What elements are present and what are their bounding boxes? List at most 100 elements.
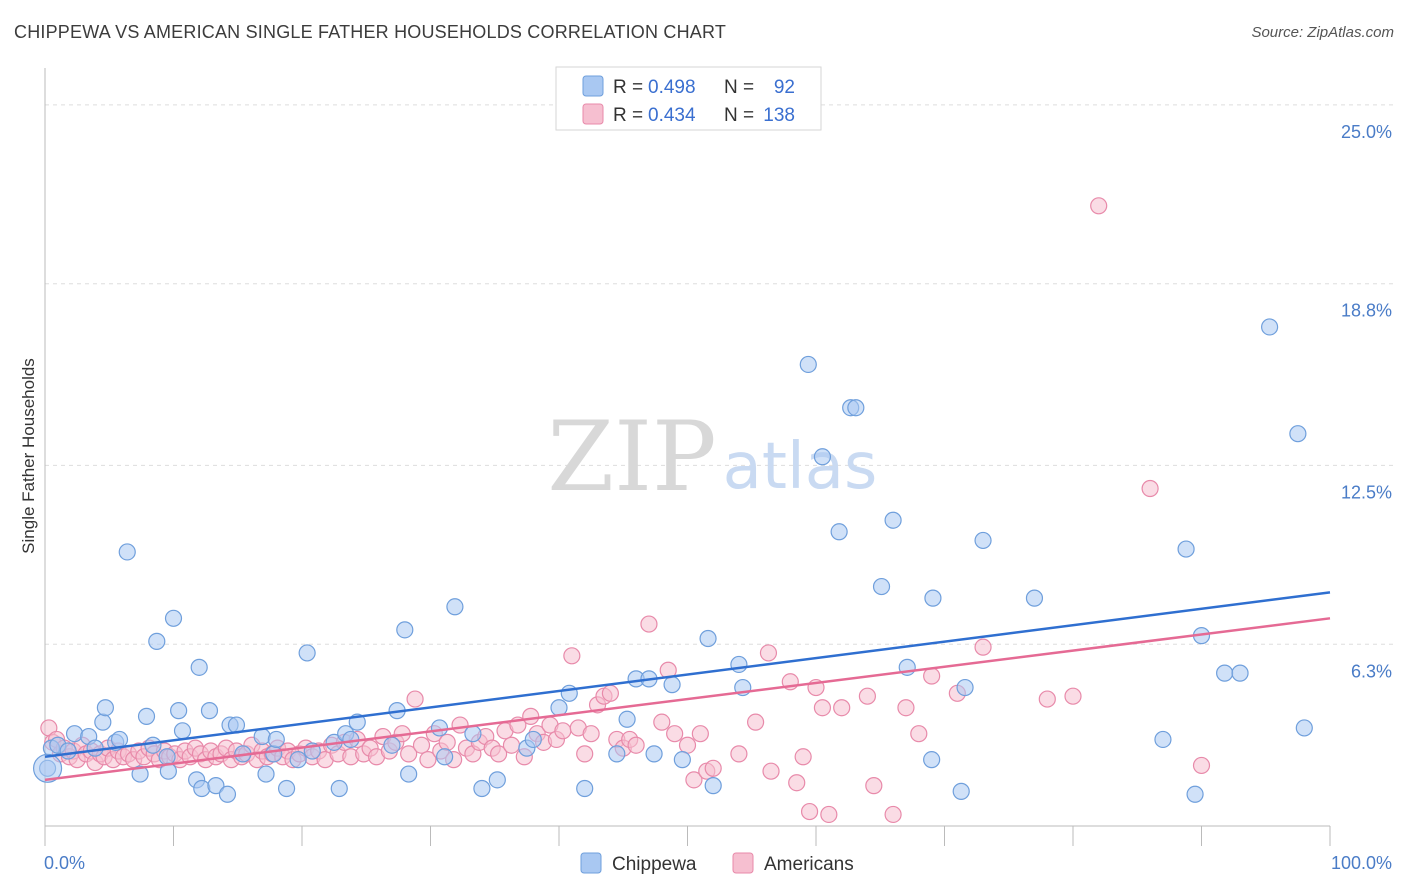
legend-n-americans: 138 xyxy=(763,105,795,126)
chippewa-point xyxy=(663,676,681,694)
americans-point xyxy=(563,647,581,665)
chippewa-point xyxy=(94,713,112,731)
grid-lines xyxy=(45,104,1395,645)
americans-point xyxy=(406,690,424,708)
americans-point xyxy=(582,725,600,743)
chippewa-point xyxy=(923,751,941,769)
americans-point xyxy=(653,713,671,731)
chippewa-point xyxy=(645,745,663,763)
chippewa-point xyxy=(400,765,418,783)
americans-point xyxy=(502,736,521,754)
americans-point xyxy=(730,745,748,763)
chippewa-point xyxy=(330,779,348,798)
legend-r-label-americans: R = xyxy=(613,105,643,126)
chippewa-point xyxy=(924,589,942,607)
chippewa-point xyxy=(65,725,84,743)
americans-point xyxy=(833,699,851,717)
legend-swatch-chippewa xyxy=(582,75,604,97)
americans-point xyxy=(1038,690,1056,708)
chippewa-point xyxy=(164,609,183,627)
americans-point xyxy=(522,707,540,725)
americans-point xyxy=(820,805,838,824)
watermark-zip: ZIP xyxy=(547,401,716,513)
americans-point xyxy=(1192,756,1211,775)
chippewa-point xyxy=(170,702,188,720)
chippewa-point xyxy=(190,658,208,676)
chippewa-point xyxy=(137,707,156,725)
chippewa-point xyxy=(289,751,307,769)
chippewa-point xyxy=(673,751,691,769)
chippewa-point xyxy=(131,765,149,783)
chart-title: CHIPPEWA VS AMERICAN SINGLE FATHER HOUSE… xyxy=(14,22,727,42)
y-tick-label: 18.8% xyxy=(1341,301,1392,321)
chippewa-point xyxy=(1231,664,1249,682)
americans-point xyxy=(400,745,418,763)
chippewa-point xyxy=(118,543,136,561)
chippewa-point xyxy=(464,725,482,743)
chippewa-point xyxy=(257,765,275,783)
americans-point xyxy=(438,733,456,751)
americans-point xyxy=(974,638,992,656)
americans-point xyxy=(1141,479,1159,498)
chippewa-point xyxy=(488,771,506,789)
chippewa-point xyxy=(207,777,225,795)
americans-point xyxy=(884,805,902,824)
chippewa-point xyxy=(110,730,129,749)
bottom-legend-swatch-americans xyxy=(732,852,754,874)
y-axis-label: Single Father Households xyxy=(19,358,38,554)
americans-point xyxy=(865,777,883,795)
americans-trend-line xyxy=(44,617,1331,782)
legend-r-americans: 0.434 xyxy=(648,105,696,126)
legend-n-chippewa: 92 xyxy=(774,77,795,98)
watermark-atlas: atlas xyxy=(723,430,878,504)
chippewa-point xyxy=(974,531,992,550)
chippewa-point xyxy=(383,736,401,754)
chippewa-point xyxy=(576,779,594,798)
chippewa-point xyxy=(396,621,414,639)
chippewa-point xyxy=(473,779,491,798)
chippewa-point xyxy=(267,730,285,749)
americans-point xyxy=(747,713,765,731)
chippewa-point xyxy=(1216,664,1234,682)
legend-r-label-chippewa: R = xyxy=(613,77,643,98)
legend-n-label-americans: N = xyxy=(724,105,754,126)
axes xyxy=(44,68,1331,846)
chippewa-point xyxy=(436,748,454,766)
chippewa-point xyxy=(956,678,974,697)
chippewa-point xyxy=(1289,425,1307,443)
chippewa-point xyxy=(704,777,722,795)
chippewa-point xyxy=(952,782,970,800)
americans-point xyxy=(1090,197,1108,215)
chippewa-point xyxy=(158,748,176,766)
americans-point xyxy=(858,687,877,705)
americans-point xyxy=(601,684,620,702)
chippewa-point xyxy=(144,736,162,754)
americans-point xyxy=(691,725,709,743)
americans-point xyxy=(800,802,819,821)
chippewa-point xyxy=(618,710,636,728)
chippewa-point xyxy=(560,684,578,702)
chippewa-point xyxy=(699,629,717,648)
x-tick-label-min: 0.0% xyxy=(44,853,85,873)
bottom-legend: Chippewa Americans xyxy=(580,852,854,875)
chippewa-point xyxy=(1025,589,1044,607)
chippewa-point xyxy=(218,785,237,803)
chippewa-point xyxy=(813,448,832,466)
bottom-legend-swatch-chippewa xyxy=(580,852,602,874)
americans-point xyxy=(490,745,508,763)
americans-point xyxy=(923,667,941,685)
chippewa-point xyxy=(608,745,626,763)
chippewa-point xyxy=(298,644,316,662)
legend-r-chippewa: 0.498 xyxy=(648,77,696,98)
chippewa-point xyxy=(265,745,283,763)
watermark: ZIP atlas xyxy=(547,401,877,513)
americans-point xyxy=(794,748,812,766)
americans-point xyxy=(419,751,437,769)
bottom-legend-americans: Americans xyxy=(764,854,854,875)
chippewa-point xyxy=(193,779,211,798)
chippewa-point xyxy=(148,632,166,650)
legend-n-label-chippewa: N = xyxy=(724,77,754,98)
americans-point xyxy=(412,736,431,754)
top-legend: R = 0.498 N = 92 R = 0.434 N = 138 xyxy=(555,66,822,131)
